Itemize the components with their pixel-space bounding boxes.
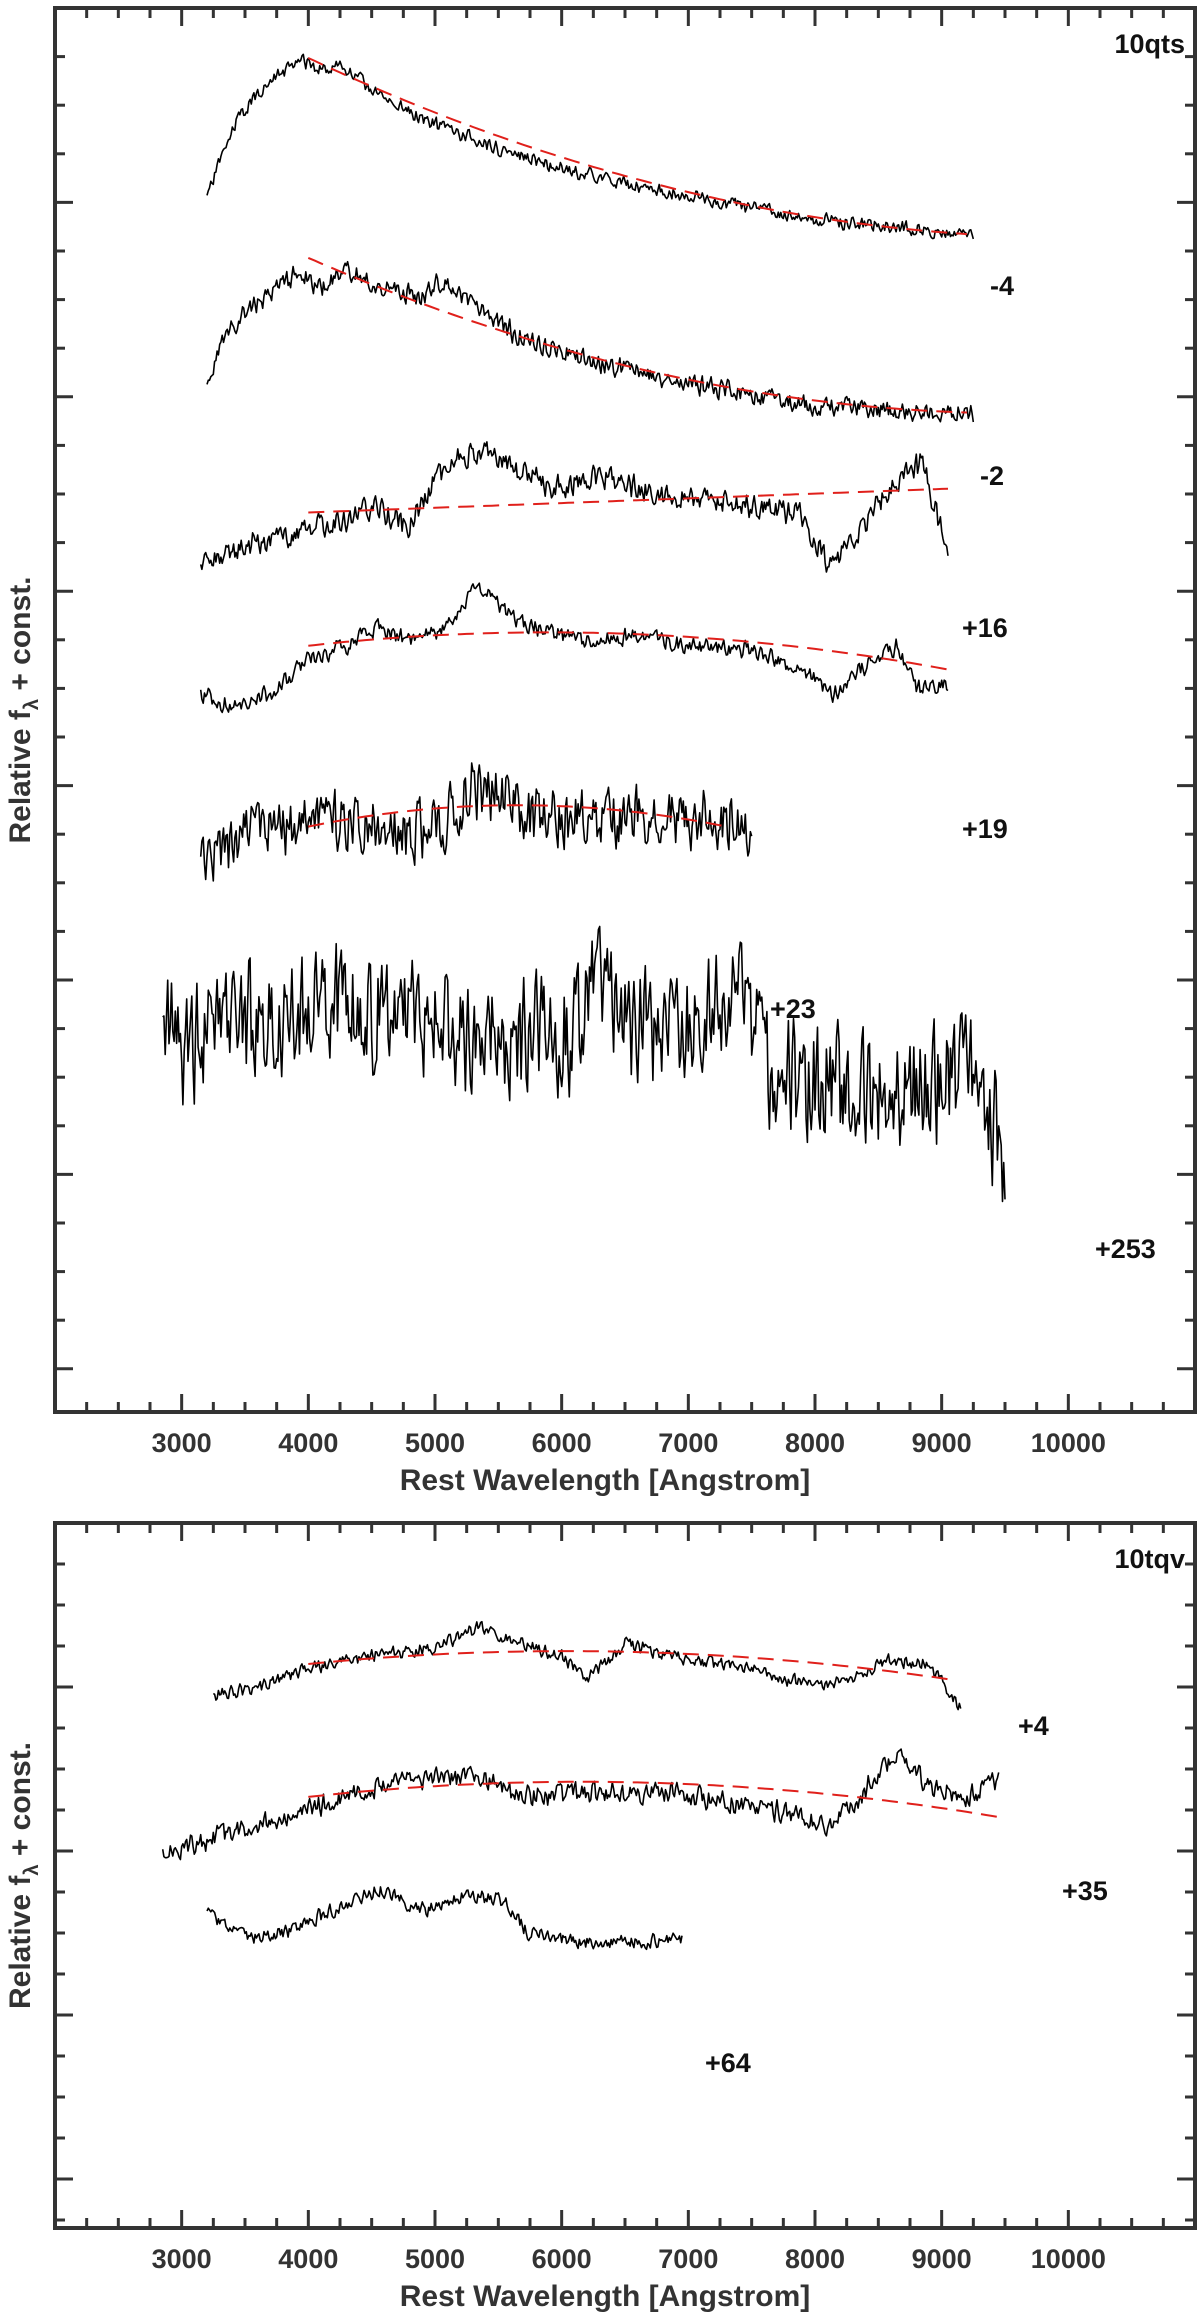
x-axis-label: Rest Wavelength [Angstrom] (400, 1464, 811, 1497)
x-tick-label: 6000 (532, 2244, 592, 2274)
blackbody-fit-line (308, 804, 727, 828)
blackbody-fit-line (308, 1780, 999, 1819)
x-tick-label: 5000 (405, 2244, 465, 2274)
x-tick-label: 9000 (912, 1428, 972, 1458)
epoch-label: +19 (962, 814, 1008, 844)
panel-10qts: 3000 4000 5000 6000 7000 8000 9000 10000 Rest Wa… (4, 6, 1197, 1497)
spectrum-line (199, 441, 949, 573)
y-axis-label-main: Relative f (4, 1875, 37, 2009)
epoch-label: +64 (705, 2048, 751, 2078)
epoch-label: +16 (962, 613, 1008, 643)
x-tick-label: 8000 (785, 1428, 845, 1458)
x-tick-label: 9000 (912, 2244, 972, 2274)
epoch-label: -4 (990, 271, 1014, 301)
axes-frame (53, 1521, 1197, 2230)
y-axis-label-tail: + const. (4, 576, 37, 699)
spectrum-line (206, 260, 975, 423)
x-axis-label: Rest Wavelength [Angstrom] (400, 2280, 811, 2313)
blackbody-fit-line (308, 487, 949, 514)
panel-name-label: 10tqv (1114, 1544, 1185, 1574)
y-axis-label: Relative fλ + const. (4, 576, 43, 843)
x-tick-label: 4000 (278, 1428, 338, 1458)
y-axis-label: Relative fλ + const. (4, 1742, 43, 2009)
spectrum-line (206, 1886, 683, 1951)
blackbody-fit-line (307, 256, 968, 414)
spectrum-line (162, 925, 1006, 1203)
spectrum-line (161, 1748, 1000, 1861)
panel-10tqv: 3000 4000 5000 6000 7000 8000 9000 10000 Rest Wa… (4, 1521, 1197, 2313)
axes-frame (53, 6, 1197, 1414)
spectrum-line (212, 1620, 962, 1711)
x-tick-label: 10000 (1031, 2244, 1106, 2274)
x-tick-label: 10000 (1031, 1428, 1106, 1458)
y-axis-label-main: Relative f (4, 709, 37, 843)
epoch-label: +253 (1095, 1234, 1156, 1264)
y-axis-label-subscript: λ (21, 699, 43, 710)
blackbody-fit-line (308, 1650, 955, 1682)
y-axis-label-subscript: λ (21, 1865, 43, 1876)
y-axis-label-tail: + const. (4, 1742, 37, 1865)
spectrum-line (199, 582, 949, 714)
spectrum-line (199, 762, 753, 882)
blackbody-fit-line (307, 57, 968, 236)
spectrum-line (206, 53, 975, 240)
x-tick-label: 5000 (405, 1428, 465, 1458)
panel-name-label: 10qts (1114, 29, 1185, 59)
blackbody-fit-line (308, 631, 949, 671)
x-tick-label: 7000 (658, 1428, 718, 1458)
epoch-label: +4 (1018, 1711, 1049, 1741)
x-tick-label: 6000 (532, 1428, 592, 1458)
x-tick-label: 3000 (152, 2244, 212, 2274)
epoch-label: +35 (1062, 1876, 1108, 1906)
x-tick-label: 8000 (785, 2244, 845, 2274)
x-tick-label: 4000 (278, 2244, 338, 2274)
x-tick-label: 3000 (152, 1428, 212, 1458)
epoch-label: -2 (980, 461, 1004, 491)
x-tick-label: 7000 (658, 2244, 718, 2274)
